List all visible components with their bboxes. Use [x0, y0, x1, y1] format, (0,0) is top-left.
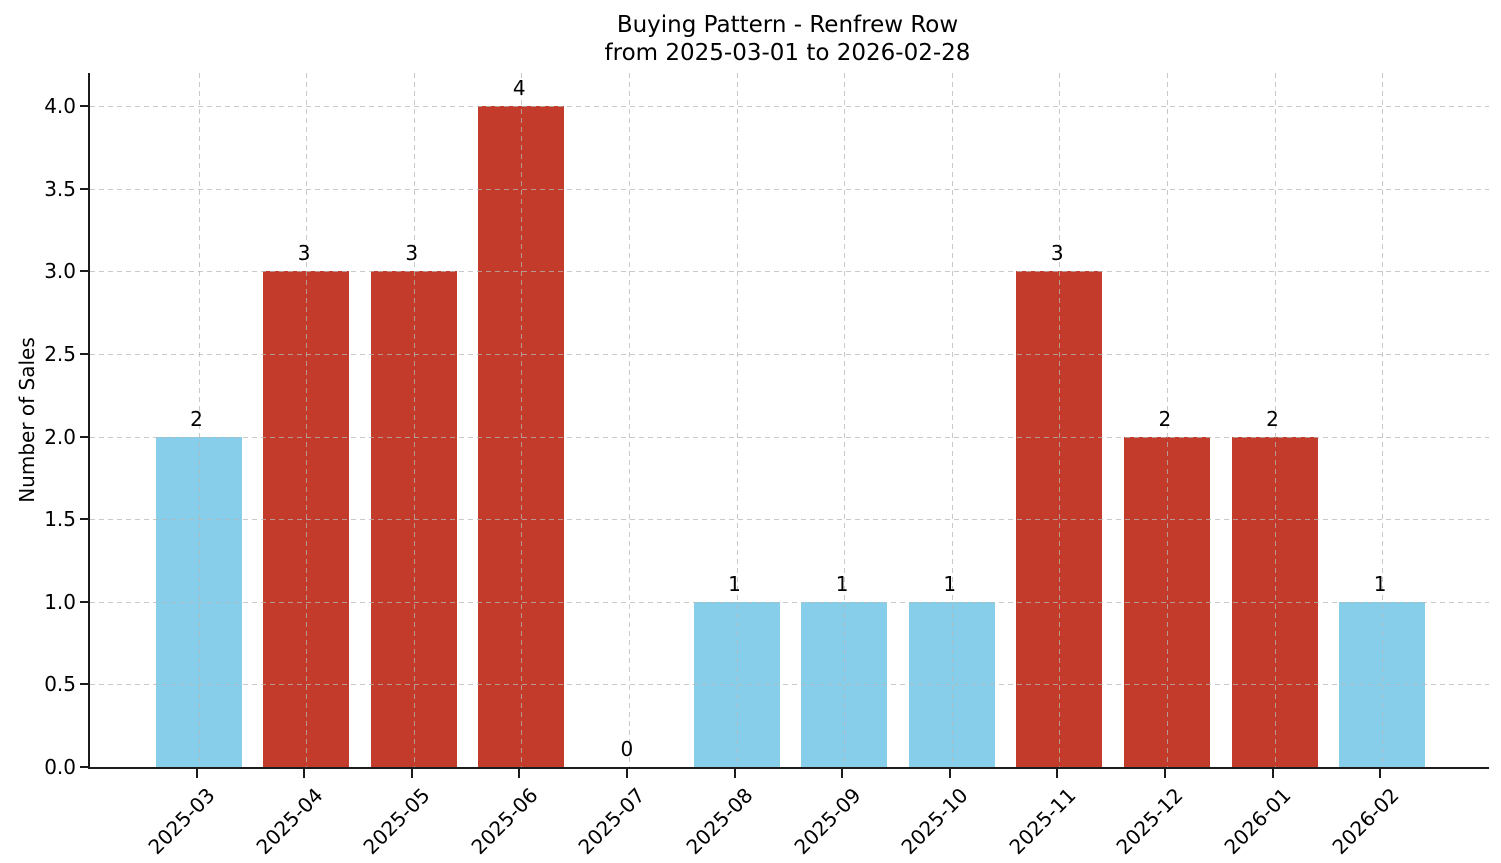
- bar-value-label: 1: [835, 571, 849, 596]
- y-tick-mark: [80, 518, 88, 521]
- bar-2025-09: [801, 601, 888, 767]
- y-tick-label: 2.5: [44, 341, 76, 366]
- x-tick-mark: [733, 769, 736, 778]
- y-tick-label: 3.0: [44, 259, 76, 284]
- x-tick-label: 2026-02: [1166, 783, 1403, 859]
- y-tick-mark: [80, 683, 88, 686]
- plot-area: [88, 73, 1489, 769]
- bar-2026-01: [1231, 436, 1318, 767]
- bar-value-label: 1: [1373, 571, 1387, 596]
- y-tick-label: 1.5: [44, 507, 76, 532]
- y-tick-label: 2.0: [44, 424, 76, 449]
- y-tick-mark: [80, 105, 88, 107]
- bar-2025-08: [693, 601, 780, 767]
- bar-2025-06: [478, 106, 565, 767]
- x-tick-mark: [195, 769, 198, 778]
- y-tick-mark: [80, 766, 88, 768]
- y-tick-mark: [80, 270, 88, 273]
- bar-2025-04: [263, 271, 350, 767]
- bar-value-label: 0: [620, 737, 634, 761]
- x-tick-mark: [1163, 769, 1166, 778]
- y-tick-mark: [80, 187, 88, 190]
- bar-value-label: 1: [943, 571, 957, 596]
- bar-value-label: 2: [1266, 406, 1279, 431]
- bar-2026-02: [1339, 601, 1426, 767]
- chart-title-block: Buying Pattern - Renfrew Row from 2025-0…: [88, 11, 1487, 67]
- x-tick-mark: [1379, 769, 1382, 778]
- gridline-horizontal: [90, 188, 1489, 190]
- bar-2025-10: [908, 601, 995, 767]
- y-tick-label: 0.0: [44, 755, 76, 779]
- bar-value-label: 1: [728, 571, 741, 596]
- x-tick-label-text: 2026-02: [1326, 783, 1404, 860]
- bar-value-label: 3: [297, 241, 311, 266]
- bar-2025-12: [1123, 436, 1210, 767]
- gridline-horizontal: [90, 106, 1489, 107]
- bar-value-label: 2: [190, 406, 203, 431]
- x-tick-mark: [1271, 769, 1274, 778]
- x-tick-mark: [303, 769, 306, 778]
- x-tick-mark: [625, 769, 628, 778]
- y-tick-mark: [80, 352, 88, 355]
- y-tick-mark: [80, 435, 88, 438]
- bar-2025-11: [1016, 271, 1103, 767]
- x-tick-mark: [948, 769, 951, 778]
- y-tick-label: 4.0: [44, 94, 76, 118]
- x-tick-mark: [841, 769, 844, 778]
- gridline-vertical: [628, 73, 630, 767]
- bar-value-label: 4: [512, 76, 526, 100]
- x-tick-mark: [1056, 769, 1059, 778]
- bar-value-label: 3: [405, 241, 419, 266]
- y-tick-label: 1.0: [44, 589, 76, 614]
- chart-title: Buying Pattern - Renfrew Row: [616, 12, 959, 38]
- bar-value-label: 3: [1050, 241, 1064, 266]
- y-tick-label: 3.5: [44, 176, 76, 201]
- x-tick-mark: [410, 769, 413, 778]
- x-tick-mark: [518, 769, 521, 778]
- y-tick-mark: [80, 600, 88, 603]
- bar-2025-03: [155, 436, 242, 767]
- bar-value-label: 2: [1158, 406, 1172, 431]
- bar-2025-05: [370, 271, 457, 767]
- chart-subtitle: from 2025-03-01 to 2026-02-28: [604, 40, 971, 66]
- y-tick-label: 0.5: [44, 672, 76, 697]
